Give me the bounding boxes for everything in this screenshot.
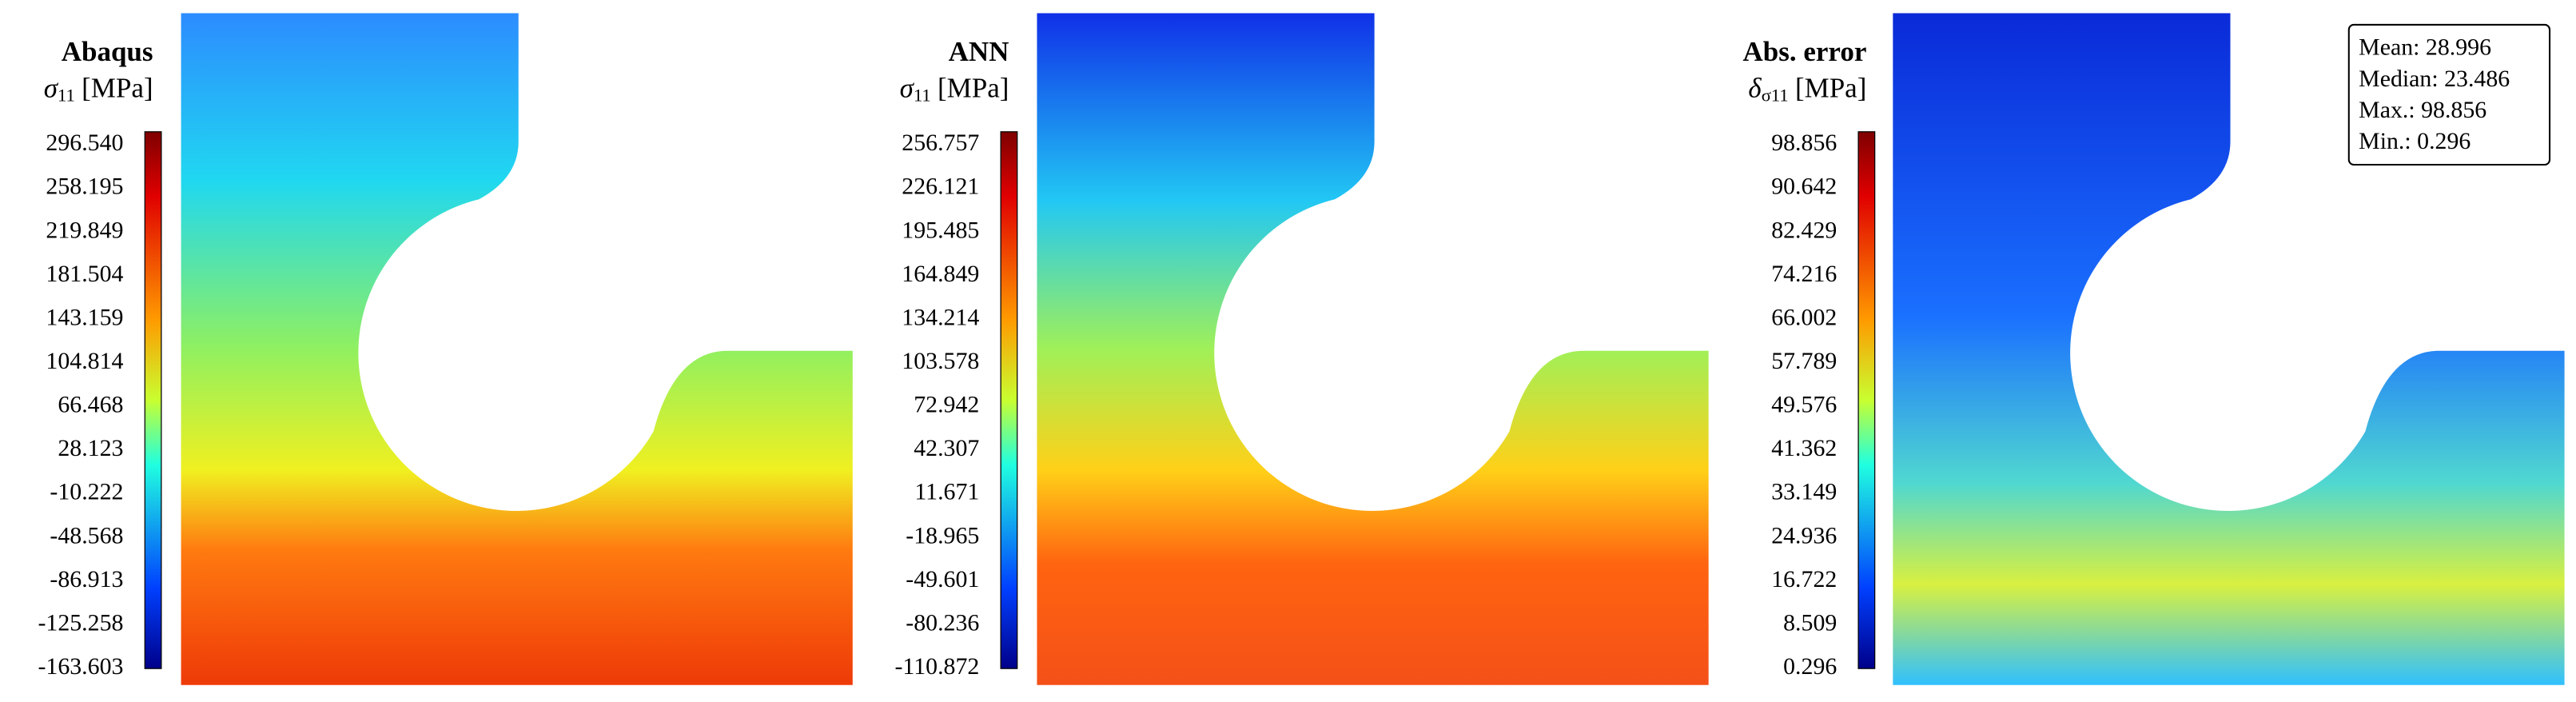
- quantity-label: δσ11 [MPa]: [1748, 72, 1866, 105]
- colorbar-tick-label: 98.856: [1771, 130, 1837, 156]
- colorbar-tick-label: -80.236: [906, 609, 979, 636]
- panel: ANN σ11 [MPa] 256.757 226.121 195.485 164.849 1…: [894, 13, 1709, 685]
- colorbar-tick-label: 11.671: [914, 479, 979, 505]
- colorbar-tick-label: -48.568: [50, 522, 123, 548]
- colorbar-tick-label: 66.002: [1771, 304, 1837, 330]
- colorbar-tick-label: 57.789: [1771, 348, 1837, 374]
- colorbar-tick-label: 90.642: [1771, 174, 1837, 200]
- colorbar-tick-label: 33.149: [1771, 479, 1837, 505]
- symbol: σ: [900, 72, 915, 103]
- panel-title: Abs. error: [1743, 36, 1867, 67]
- colorbar-tick-label: 41.362: [1771, 435, 1837, 461]
- stats-box: Mean: 28.996 Median: 23.486 Max.: 98.856 Mi…: [2347, 23, 2551, 166]
- stats-line: Median: 23.486: [2359, 66, 2510, 92]
- colorbar-tick-label: 134.214: [902, 304, 979, 330]
- stats-frame: [2347, 23, 2551, 166]
- colorbar-tick-label: 0.296: [1783, 653, 1837, 680]
- colorbar-tick-label: 226.121: [902, 174, 979, 200]
- subscript: σ11: [1762, 86, 1789, 106]
- colorbar-tick-label: 72.942: [914, 392, 979, 418]
- colorbar-tick-label: -110.872: [894, 653, 979, 680]
- colorbar: [1857, 131, 1876, 669]
- colorbar-tick-label: -18.965: [906, 522, 979, 548]
- panel-title: Abaqus: [62, 36, 153, 67]
- colorbar-tick-label: 195.485: [902, 217, 979, 243]
- unit: [MPa]: [938, 72, 1009, 103]
- colorbar-tick-label: -10.222: [50, 479, 123, 505]
- field-plot: [1037, 13, 1709, 685]
- colorbar-tick-label: 28.123: [58, 435, 123, 461]
- stats-line: Max.: 98.856: [2359, 97, 2486, 123]
- quantity-label: σ11 [MPa]: [900, 72, 1009, 105]
- stats-line: Min.: 0.296: [2359, 128, 2470, 154]
- subscript: 11: [914, 86, 931, 106]
- colorbar-tick-label: 258.195: [46, 174, 123, 200]
- unit: [MPa]: [1795, 72, 1866, 103]
- field-plot: [181, 13, 853, 685]
- panel-title: ANN: [949, 36, 1009, 67]
- colorbar-tick-label: 219.849: [46, 217, 123, 243]
- symbol: δ: [1748, 72, 1762, 103]
- colorbar-tick-label: 103.578: [902, 348, 979, 374]
- colorbar-tick-label: -86.913: [50, 566, 123, 592]
- colorbar: [144, 131, 162, 669]
- colorbar-tick-label: 181.504: [46, 261, 123, 287]
- panel: Abs. error δσ11 [MPa] 98.856 90.642 82.429 74.…: [1743, 13, 2565, 685]
- colorbar-tick-label: 24.936: [1771, 522, 1837, 548]
- unit: [MPa]: [82, 72, 153, 103]
- colorbar-tick-label: 42.307: [914, 435, 979, 461]
- colorbar-tick-label: 82.429: [1771, 217, 1837, 243]
- colorbar-tick-label: -49.601: [906, 566, 979, 592]
- colorbar-tick-label: 104.814: [46, 348, 123, 374]
- colorbar-tick-label: 74.216: [1771, 261, 1837, 287]
- colorbar-tick-label: 66.468: [58, 392, 123, 418]
- colorbar-tick-label: 8.509: [1783, 609, 1837, 636]
- colorbar-tick-label: 164.849: [902, 261, 979, 287]
- field-plot: [1893, 13, 2565, 685]
- colorbar-tick-label: -125.258: [38, 609, 123, 636]
- colorbar: [1000, 131, 1018, 669]
- colorbar-tick-label: 143.159: [46, 304, 123, 330]
- symbol: σ: [44, 72, 59, 103]
- colorbar-tick-label: 16.722: [1771, 566, 1837, 592]
- colorbar-tick-label: -163.603: [38, 653, 123, 680]
- subscript: 11: [58, 86, 75, 106]
- colorbar-tick-label: 49.576: [1771, 392, 1837, 418]
- quantity-label: σ11 [MPa]: [44, 72, 153, 105]
- stats-line: Mean: 28.996: [2359, 34, 2491, 61]
- colorbar-tick-label: 256.757: [902, 130, 979, 156]
- colorbar-tick-label: 296.540: [46, 130, 123, 156]
